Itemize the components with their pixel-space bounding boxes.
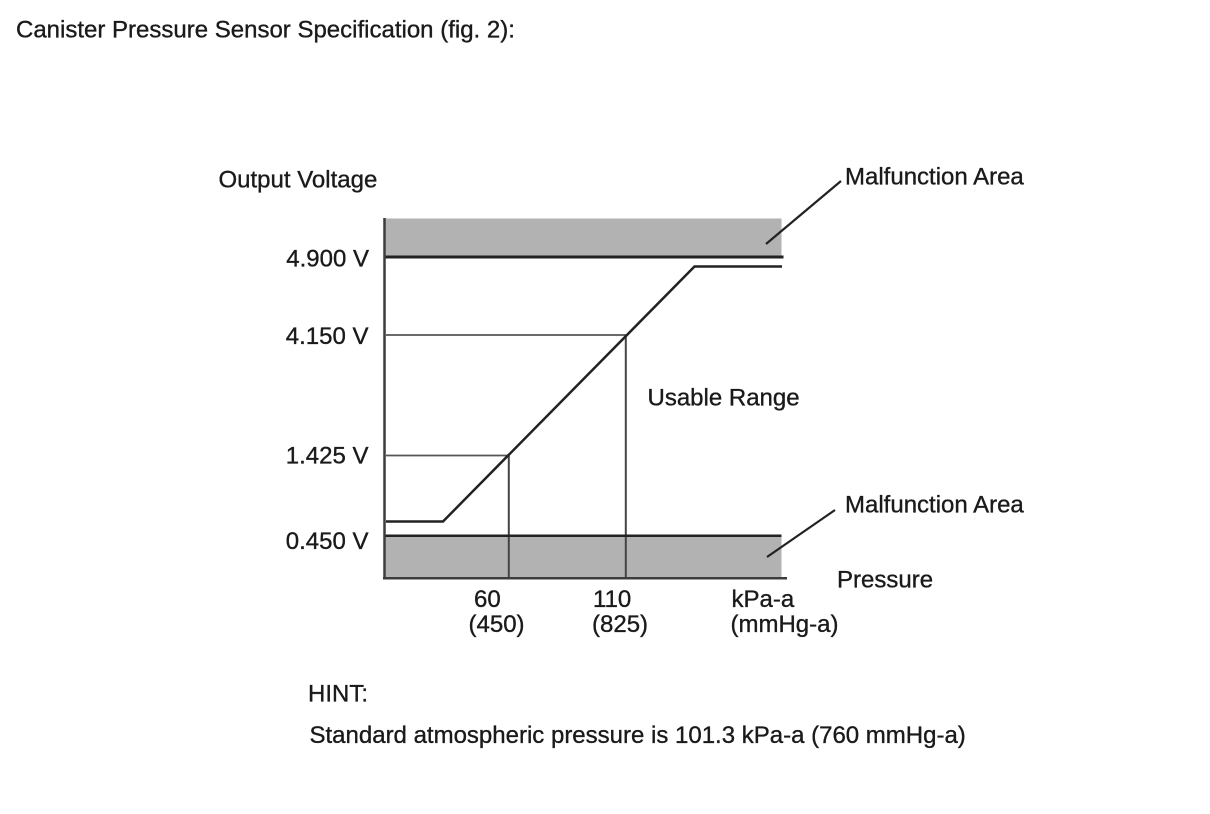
svg-text:HINT:: HINT:: [308, 681, 368, 708]
svg-text:(825): (825): [592, 611, 648, 638]
svg-text:Canister Pressure Sensor Speci: Canister Pressure Sensor Specification (…: [16, 17, 515, 44]
svg-text:4.900 V: 4.900 V: [286, 246, 369, 273]
svg-text:Pressure: Pressure: [837, 567, 933, 594]
svg-text:kPa-a: kPa-a: [732, 586, 795, 613]
svg-text:60: 60: [474, 586, 501, 613]
svg-text:(450): (450): [469, 611, 525, 638]
svg-text:Malfunction Area: Malfunction Area: [845, 164, 1024, 191]
svg-text:1.425 V: 1.425 V: [286, 443, 369, 470]
svg-text:Output Voltage: Output Voltage: [219, 167, 378, 194]
svg-text:Standard atmospheric pressure: Standard atmospheric pressure is 101.3 k…: [310, 722, 966, 749]
svg-text:0.450 V: 0.450 V: [286, 528, 369, 555]
svg-text:110: 110: [593, 586, 631, 613]
svg-text:(mmHg-a): (mmHg-a): [731, 611, 839, 638]
svg-text:Malfunction Area: Malfunction Area: [845, 492, 1024, 519]
svg-text:Usable Range: Usable Range: [648, 385, 800, 412]
svg-text:4.150 V: 4.150 V: [286, 323, 369, 350]
